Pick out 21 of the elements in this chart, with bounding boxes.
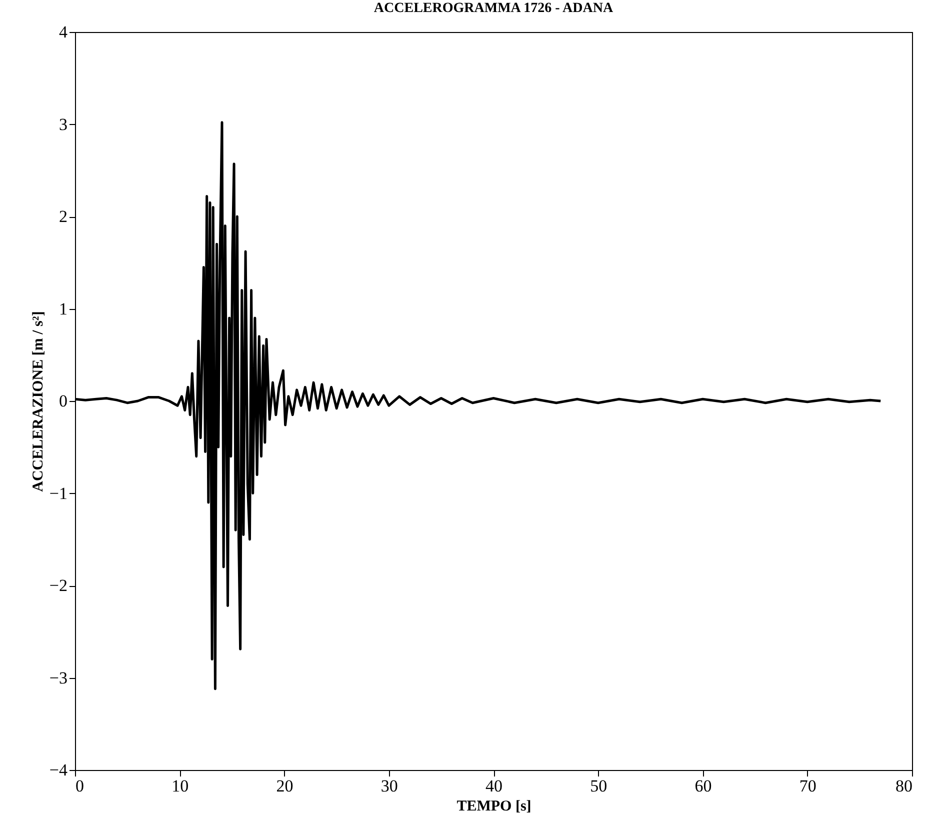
y-tick-label: 1 (59, 299, 68, 318)
y-tick-label: 4 (59, 22, 68, 42)
x-axis-title: TEMPO [s] (456, 798, 532, 814)
y-axis-title: ACCELERAZIONE [m / s²] (30, 311, 46, 492)
y-tick-label: 2 (59, 207, 68, 226)
y-tick-label: 0 (59, 392, 68, 410)
x-tick-label: 50 (590, 776, 608, 796)
x-tick-label: 10 (172, 776, 189, 796)
y-tick-label: −1 (49, 484, 68, 503)
y-tick-label: −4 (49, 760, 68, 780)
y-tick-label: 3 (59, 114, 68, 134)
y-tick-label: −3 (49, 668, 68, 688)
x-tick-label: 20 (276, 776, 294, 796)
x-tick-label: 60 (694, 776, 712, 796)
y-tick-label: −2 (49, 576, 68, 595)
x-tick-label: 0 (76, 776, 84, 796)
chart-title: ACCELEROGRAMMA 1726 - ADANA (374, 1, 614, 16)
x-tick-label: 70 (799, 776, 816, 796)
x-tick-label: 80 (896, 776, 912, 796)
x-tick-label: 40 (486, 776, 502, 796)
x-tick-label: 30 (380, 776, 398, 796)
